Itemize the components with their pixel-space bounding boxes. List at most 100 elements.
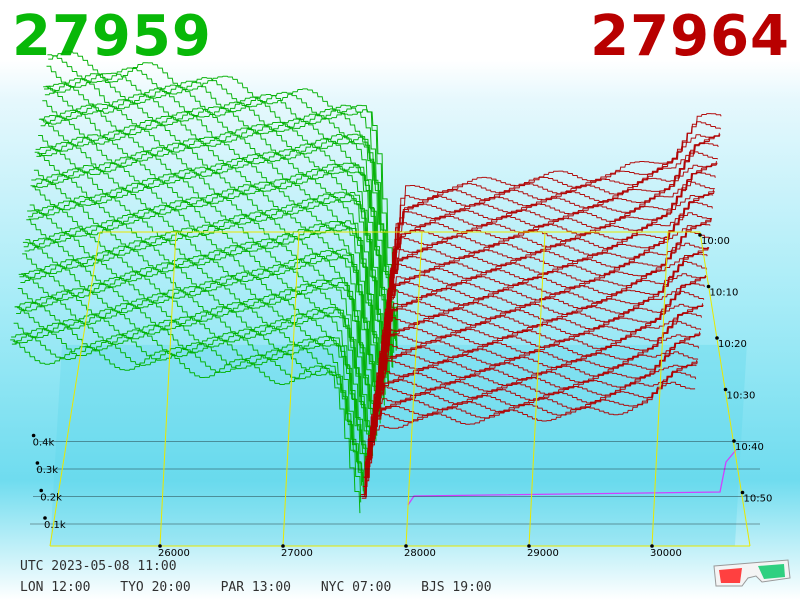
ask-depth-line bbox=[366, 321, 702, 460]
clock-lon: LON 12:00 bbox=[20, 580, 91, 595]
chart-floor bbox=[50, 344, 747, 546]
time-tick-label: 10:50 bbox=[744, 494, 773, 505]
x-grid-line bbox=[528, 231, 546, 547]
bid-depth-line bbox=[14, 306, 365, 495]
z-tick-label: 0.2k bbox=[40, 493, 62, 504]
ask-depth-line bbox=[362, 359, 698, 498]
ask-depth-line bbox=[381, 164, 716, 374]
x-grid-line bbox=[651, 231, 669, 547]
x-tick-label: 30000 bbox=[650, 548, 682, 559]
left-frame bbox=[49, 231, 101, 547]
ask-depth-line bbox=[364, 342, 700, 478]
z-tick-label: 0.3k bbox=[36, 465, 58, 476]
x-tick-label: 28000 bbox=[404, 548, 436, 559]
ask-depth-line bbox=[377, 201, 713, 388]
ask-depth-line bbox=[363, 351, 699, 478]
bid-depth-line bbox=[13, 319, 364, 492]
time-tick-label: 10:00 bbox=[701, 236, 730, 247]
x-grid-line bbox=[159, 231, 177, 547]
x-tick-dot bbox=[650, 544, 654, 548]
utc-time: UTC 2023-05-08 11:00 bbox=[20, 559, 177, 574]
depth-chart: 0.1k 0.2k 0.3k 0.4k 26000 27000 28000 29000 3000… bbox=[10, 51, 773, 559]
time-tick-label: 10:10 bbox=[710, 288, 739, 299]
x-tick-dot bbox=[281, 544, 285, 548]
bid-depth-surface bbox=[10, 51, 399, 514]
chart-grid bbox=[30, 231, 760, 547]
clock-bjs: BJS 19:00 bbox=[421, 580, 492, 595]
ask-depth-line bbox=[385, 134, 721, 340]
bid-depth-line bbox=[42, 100, 393, 368]
ask-depth-line bbox=[364, 335, 700, 482]
ask-depth-line bbox=[369, 290, 705, 441]
time-tick-dot bbox=[740, 490, 745, 495]
bid-depth-line bbox=[31, 178, 382, 416]
bid-depth-line bbox=[22, 241, 374, 456]
ask-depth-line bbox=[373, 247, 709, 427]
bid-depth-line bbox=[11, 328, 363, 486]
ask-depth-line bbox=[378, 194, 714, 392]
bid-depth-line bbox=[35, 146, 386, 395]
ask-depth-line bbox=[365, 333, 701, 468]
clock-tyo: TYO 20:00 bbox=[120, 580, 191, 595]
bid-depth-line bbox=[17, 288, 368, 475]
bid-depth-line bbox=[41, 104, 392, 358]
bid-depth-line bbox=[25, 227, 376, 433]
bid-price: 27959 bbox=[12, 4, 212, 69]
bid-depth-line bbox=[45, 73, 396, 341]
bid-depth-line bbox=[17, 290, 368, 466]
3d-glasses-icon[interactable] bbox=[712, 556, 792, 590]
bid-depth-line bbox=[37, 136, 388, 375]
bid-depth-line bbox=[33, 168, 384, 392]
bid-depth-line bbox=[38, 134, 389, 384]
ask-depth-line bbox=[385, 121, 721, 334]
bid-depth-line bbox=[12, 322, 363, 483]
x-tick-label: 29000 bbox=[527, 548, 559, 559]
ask-depth-surface bbox=[360, 113, 737, 506]
bid-depth-line bbox=[47, 54, 398, 349]
time-tick-label: 10:40 bbox=[735, 442, 764, 453]
ask-depth-line bbox=[361, 364, 697, 499]
chart-floor-plane bbox=[50, 344, 747, 546]
bid-depth-line bbox=[39, 115, 390, 374]
time-tick-dot bbox=[706, 284, 711, 289]
z-tick-dot bbox=[35, 461, 40, 465]
bid-depth-line bbox=[40, 109, 391, 359]
bid-depth-line bbox=[27, 210, 378, 436]
ask-depth-line bbox=[384, 135, 720, 356]
z-tick-label: 0.4k bbox=[33, 438, 55, 449]
ask-depth-line bbox=[379, 189, 715, 390]
ask-front-outline bbox=[407, 449, 737, 506]
time-tick-dot bbox=[723, 387, 728, 392]
ask-depth-line bbox=[382, 162, 718, 360]
ask-depth-line bbox=[368, 303, 704, 459]
ask-depth-line bbox=[376, 218, 712, 409]
ask-depth-line bbox=[376, 218, 712, 400]
z-tick-dot bbox=[31, 433, 36, 438]
bid-depth-line bbox=[21, 259, 372, 449]
ask-depth-line bbox=[384, 132, 720, 351]
ask-depth-line bbox=[380, 181, 716, 371]
z-tick-label: 0.1k bbox=[44, 520, 66, 531]
ask-depth-line bbox=[368, 303, 704, 448]
time-tick-dot bbox=[732, 439, 736, 443]
bid-depth-line bbox=[38, 118, 390, 387]
x-tick-label: 27000 bbox=[281, 548, 313, 559]
x-tick-dot bbox=[158, 544, 162, 548]
bid-depth-line bbox=[16, 296, 367, 466]
x-tick-dot bbox=[404, 544, 408, 548]
z-tick-dot bbox=[43, 516, 47, 520]
world-clocks: LON 12:00 TYO 20:00 PAR 13:00 NYC 07:00 … bbox=[20, 580, 514, 595]
ask-price: 27964 bbox=[590, 4, 790, 69]
chart-ticks: 0.1k 0.2k 0.3k 0.4k 26000 27000 28000 29000 3000… bbox=[31, 233, 773, 559]
ask-depth-line bbox=[383, 151, 719, 352]
ask-depth-line bbox=[360, 381, 696, 497]
bid-depth-line bbox=[20, 264, 371, 447]
time-tick-dot bbox=[715, 336, 719, 340]
clock-par: PAR 13:00 bbox=[220, 580, 292, 595]
ask-depth-line bbox=[367, 305, 703, 464]
x-tick-dot bbox=[527, 544, 531, 548]
x-grid-line bbox=[405, 231, 423, 547]
bid-depth-line bbox=[11, 333, 362, 503]
time-tick-label: 10:20 bbox=[718, 339, 747, 350]
bid-depth-line bbox=[34, 151, 385, 406]
